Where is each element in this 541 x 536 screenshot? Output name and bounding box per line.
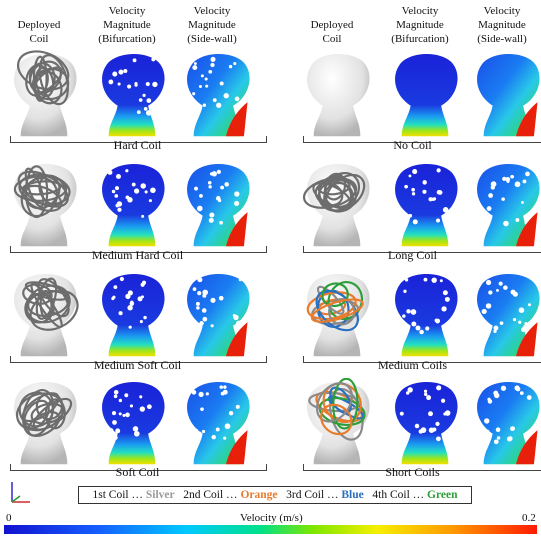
coil-legend: 1st Coil … Silver 2nd Coil … Orange 3rd …: [78, 486, 472, 504]
deployed-coil-image: [14, 381, 77, 465]
header-velocity-bifurcation-right: Velocity Magnitude (Bifurcation): [391, 5, 449, 45]
velocity-bifurcation-image: [395, 273, 458, 357]
label-soft-coil: Soft Coil: [115, 465, 160, 479]
deployed-coil-image: [302, 163, 370, 247]
colorbar-title: Velocity (m/s): [240, 512, 303, 524]
velocity-colorbar: [4, 525, 537, 534]
velocity-sidewall-image: [477, 53, 540, 137]
header-velocity-bifurcation-left: Velocity Magnitude (Bifurcation): [98, 5, 156, 45]
colorbar-min: 0: [6, 512, 12, 524]
velocity-sidewall-image: [477, 273, 540, 357]
velocity-bifurcation-image: [102, 273, 165, 357]
deployed-coil-image: [13, 163, 77, 247]
velocity-sidewall-image: [187, 163, 250, 247]
label-no-coil: No Coil: [393, 138, 432, 152]
legend-coil-1: 1st Coil …: [92, 489, 146, 501]
label-hard-coil: Hard Coil: [113, 138, 162, 152]
velocity-sidewall-image: [187, 381, 250, 465]
deployed-coil-image: [307, 53, 370, 137]
velocity-sidewall-image: [477, 381, 540, 465]
velocity-bifurcation-image: [395, 53, 458, 137]
velocity-bifurcation-image: [102, 163, 165, 247]
header-deployed-coil-left: Deployed Coil: [17, 19, 61, 45]
row-bracket: [10, 464, 267, 471]
label-long-coil: Long Coil: [387, 248, 437, 262]
velocity-sidewall-image: [187, 53, 250, 137]
legend-orange: Orange: [240, 489, 278, 501]
velocity-bifurcation-image: [395, 163, 458, 247]
row-bracket: [303, 464, 541, 471]
velocity-bifurcation-image: [395, 381, 458, 465]
label-medium-soft-coil: Medium Soft Coil: [93, 358, 182, 372]
deployed-coil-image: [14, 50, 77, 137]
legend-green: Green: [427, 489, 458, 501]
velocity-sidewall-image: [477, 163, 540, 247]
velocity-bifurcation-image: [102, 381, 165, 465]
row-bracket: [303, 356, 541, 363]
label-medium-coils: Medium Coils: [377, 358, 447, 372]
row-bracket: [303, 246, 541, 253]
label-medium-hard-coil: Medium Hard Coil: [91, 248, 184, 262]
label-short-coils: Short Coils: [385, 465, 440, 479]
row-bracket: [10, 136, 267, 143]
velocity-bifurcation-image: [102, 53, 165, 137]
row-bracket: [303, 136, 541, 143]
deployed-coil-image: [14, 273, 79, 357]
header-velocity-sidewall-left: Velocity Magnitude (Side-wall): [187, 5, 237, 45]
row-bracket: [10, 246, 267, 253]
header-deployed-coil-right: Deployed Coil: [310, 19, 354, 45]
colorbar-max: 0.2: [522, 512, 536, 524]
legend-coil-4: 4th Coil …: [372, 489, 428, 501]
deployed-coil-image: [307, 378, 370, 465]
deployed-coil-image: [306, 273, 370, 357]
header-velocity-sidewall-right: Velocity Magnitude (Side-wall): [477, 5, 527, 45]
legend-silver: Silver: [145, 489, 175, 501]
legend-coil-3: 3rd Coil …: [286, 489, 342, 501]
legend-blue: Blue: [341, 489, 364, 501]
velocity-sidewall-image: [187, 273, 250, 357]
row-bracket: [10, 356, 267, 363]
axes-triad-icon: [11, 482, 30, 503]
legend-coil-2: 2nd Coil …: [183, 489, 241, 501]
